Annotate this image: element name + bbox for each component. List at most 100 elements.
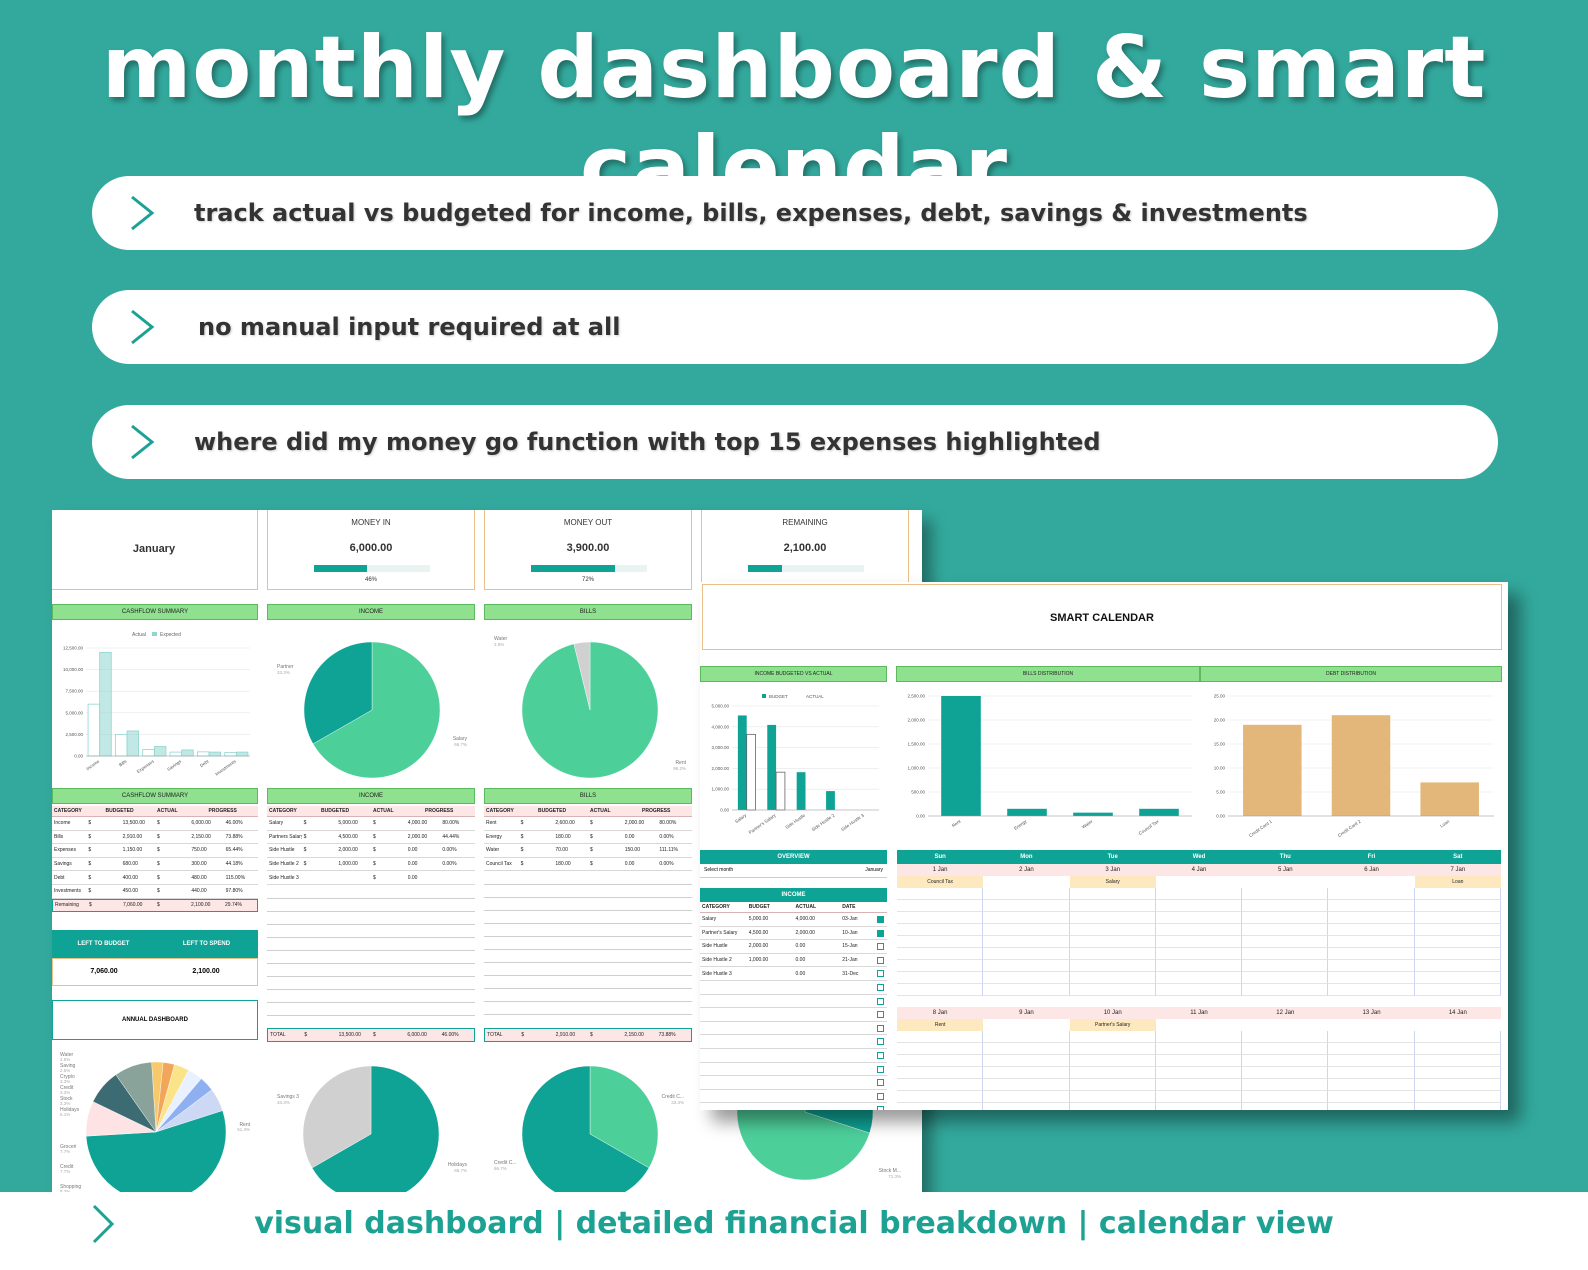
- paid-checkbox[interactable]: [877, 1092, 884, 1100]
- table-cell: Side Hustle: [269, 847, 295, 854]
- annual-pie-label: Credit: [60, 1085, 74, 1091]
- paid-checkbox[interactable]: [877, 916, 884, 923]
- pie-slice: [573, 641, 591, 711]
- paid-checkbox[interactable]: [877, 1038, 884, 1046]
- paid-checkbox[interactable]: [877, 943, 884, 951]
- table-row: Side Hustle 3 $0.00: [267, 871, 475, 885]
- bar-budget: [767, 724, 777, 810]
- table-cell: 480.00: [191, 874, 207, 881]
- paid-checkbox[interactable]: [877, 970, 884, 978]
- pie-label: Water: [494, 636, 507, 642]
- table-cell: $: [303, 820, 307, 827]
- legend-budget-swatch: [762, 694, 766, 698]
- paid-checkbox[interactable]: [877, 956, 884, 964]
- calendar-slot: [1155, 960, 1243, 972]
- table-cell: 7,060.00: [123, 902, 143, 909]
- table-cell: 440.00: [191, 888, 207, 895]
- left-to-budget-value: 7,060.00: [90, 968, 118, 975]
- table-cell: $: [156, 861, 160, 868]
- table-row: Debt $400.00 $480.00 115.00%: [52, 871, 258, 885]
- calendar-slot: [1069, 972, 1156, 984]
- legend-actual: Actual: [132, 632, 146, 638]
- table-cell: 2,910.00: [555, 1031, 576, 1038]
- bar-budget: [737, 715, 747, 810]
- income-budget-vs-actual-chart: 0.00 1,000.00 2,000.00 3,000.00 4,000.00 5,00…: [711, 694, 879, 835]
- table-cell: $: [156, 847, 160, 854]
- calendar-event[interactable]: Loan: [1414, 876, 1501, 888]
- table-cell: 80.00%: [659, 820, 677, 827]
- table-cell: 0.00: [407, 847, 418, 854]
- calendar-event[interactable]: Partner's Salary: [1069, 1019, 1156, 1031]
- empty-row: [484, 872, 692, 885]
- y-tick-label: 10,000.00: [63, 667, 84, 672]
- table-row: Side Hustle 2,000.00 0.00 15-Jan: [700, 940, 887, 954]
- paid-checkbox[interactable]: [877, 1011, 884, 1019]
- paid-checkbox[interactable]: [877, 1024, 884, 1032]
- calendar-empty-event: [1155, 876, 1243, 888]
- debt-distribution-header: DEBT DISTRIBUTION: [1200, 666, 1502, 682]
- calendar-slot: [1328, 1103, 1415, 1110]
- x-tick-label: Side Hustle 3: [840, 812, 865, 832]
- calendar-slot: [897, 924, 984, 936]
- table-cell: 2,000.00: [624, 820, 645, 827]
- calendar-slot: [1069, 912, 1156, 924]
- paid-checkbox[interactable]: [877, 1106, 884, 1110]
- table-cell: Side Hustle 3: [702, 970, 732, 977]
- paid-checkbox[interactable]: [877, 983, 884, 991]
- calendar-event[interactable]: Rent: [897, 1019, 984, 1031]
- calendar-slot: [1155, 900, 1243, 912]
- table-cell: 4,500.00: [338, 833, 358, 840]
- y-tick-label: 5,000.00: [711, 704, 729, 709]
- table-row: Energy $180.00 $0.00 0.00%: [484, 831, 692, 845]
- pie-pct-label: 3.8%: [494, 642, 504, 647]
- calendar-event[interactable]: Salary: [1069, 876, 1156, 888]
- paid-checkbox[interactable]: [877, 929, 884, 937]
- table-row: Rent $2,600.00 $2,000.00 80.00%: [484, 817, 692, 831]
- table-cell: 750.00: [191, 847, 207, 854]
- y-tick-label: 0.00: [74, 754, 83, 759]
- table-row: Savings $680.00 $300.00 44.18%: [52, 858, 258, 872]
- remaining-card: REMAINING 2,100.00: [701, 510, 909, 590]
- calendar-slot: [1069, 1067, 1156, 1079]
- cal-income-table: CATEGORY BUDGET ACTUAL DATE Salary 5,000.00 4,…: [700, 902, 887, 1110]
- empty-row: [484, 976, 692, 989]
- select-month-dropdown[interactable]: Select month January: [700, 864, 887, 878]
- calendar-slot: [1242, 1055, 1329, 1067]
- page-title: monthly dashboard & smart calendar: [101, 18, 1487, 218]
- calendar-slot: [983, 936, 1070, 948]
- calendar-slot: [1242, 912, 1329, 924]
- empty-row: [700, 1103, 887, 1110]
- empty-row: [267, 886, 475, 899]
- paid-checkbox[interactable]: [877, 1065, 884, 1073]
- table-cell: $: [156, 874, 160, 881]
- calendar-slot: [1328, 936, 1415, 948]
- table-cell: 6,000.00: [191, 820, 211, 827]
- table-cell: 115.00%: [225, 874, 246, 881]
- column-header: ACTUAL: [795, 904, 817, 910]
- y-tick-label: 500.00: [911, 790, 925, 795]
- paid-checkbox[interactable]: [877, 1079, 884, 1087]
- income-chart-header: INCOME: [267, 604, 475, 620]
- calendar-slot: [897, 972, 984, 984]
- calendar-slot: [1414, 960, 1501, 972]
- paid-checkbox[interactable]: [877, 997, 884, 1005]
- calendar-slot: [983, 1055, 1070, 1067]
- table-cell: 80.00%: [442, 820, 460, 827]
- column-header: ACTUAL: [373, 808, 394, 814]
- table-cell: 680.00: [122, 861, 138, 868]
- table-cell: 31-Dec: [842, 970, 859, 977]
- table-cell: $: [373, 861, 376, 868]
- calendar-event[interactable]: Council Tax: [897, 876, 984, 888]
- calendar-slot: [1155, 1067, 1243, 1079]
- calendar-date: 4 Jan: [1155, 864, 1243, 876]
- table-cell: Council Tax: [486, 861, 512, 868]
- empty-row: [267, 1003, 475, 1016]
- calendar-slot: [1069, 960, 1156, 972]
- money-out-progress: [531, 565, 615, 572]
- calendar-slot: [1242, 936, 1329, 948]
- paid-checkbox[interactable]: [877, 1051, 884, 1059]
- y-tick-label: 2,000.00: [711, 766, 729, 771]
- y-tick-label: 12,500.00: [63, 646, 84, 651]
